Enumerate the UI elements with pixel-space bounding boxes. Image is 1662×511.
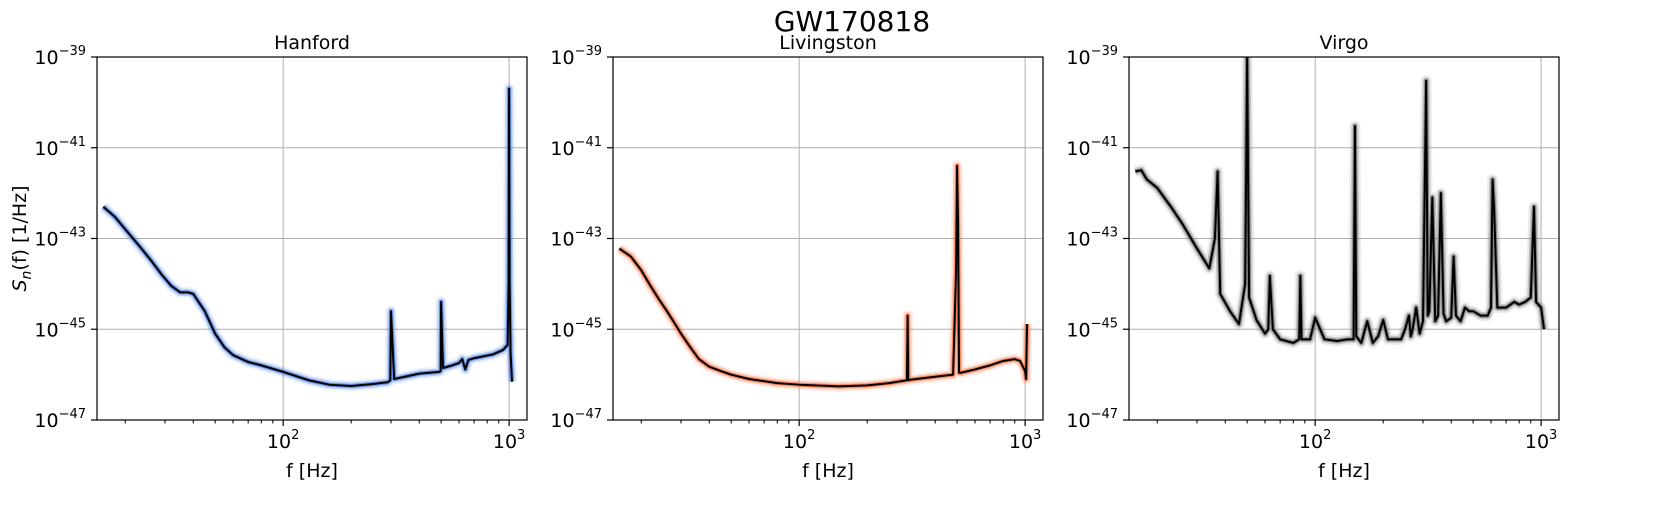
psd-band <box>99 83 518 392</box>
y-tick-label: 10−45 <box>34 316 86 341</box>
y-ticks: 10−47 10−45 10−43 10−41 10−39 <box>34 44 97 432</box>
y-ticks: 10−47 10−45 10−43 10−41 10−39 <box>1066 44 1129 432</box>
psd-band-layer <box>1134 57 1548 347</box>
psd-band-layer <box>1134 57 1550 349</box>
y-tick-label: 10−39 <box>1066 44 1118 69</box>
psd-band-layer <box>618 163 1030 389</box>
x-tick-label: 102 <box>267 428 299 453</box>
y-tick-label: 10−43 <box>34 226 86 251</box>
x-tick-label: 103 <box>1009 428 1041 453</box>
x-tick-label: 103 <box>1525 428 1557 453</box>
y-axis-label-main: S <box>9 279 31 291</box>
x-tick-label: 102 <box>783 428 815 453</box>
y-tick-label: 10−39 <box>550 44 602 69</box>
x-axis-label: f [Hz] <box>1318 460 1370 482</box>
y-axis-label-sub: n <box>19 271 35 280</box>
y-tick-label: 10−47 <box>1066 407 1118 432</box>
x-ticks: 102 103 <box>1156 420 1557 453</box>
y-ticks: 10−47 10−45 10−43 10−41 10−39 <box>550 44 613 432</box>
panel-title: Virgo <box>1319 32 1368 54</box>
y-tick-label: 10−43 <box>1066 226 1118 251</box>
psd-band-layer <box>616 160 1033 392</box>
y-tick-label: 10−43 <box>550 226 602 251</box>
psd-median-line <box>1135 57 1546 344</box>
panel-title: Livingston <box>779 32 877 54</box>
x-tick-label: 103 <box>493 428 525 453</box>
y-tick-label: 10−41 <box>1066 135 1118 160</box>
psd-band <box>616 160 1033 392</box>
psd-band-layer <box>102 86 515 389</box>
y-tick-label: 10−41 <box>550 135 602 160</box>
y-tick-label: 10−45 <box>550 316 602 341</box>
panel-virgo: 102 103 10−47 10−45 10−43 10−41 10−39 Virgo f… <box>1066 32 1560 482</box>
x-axis-label: f [Hz] <box>286 460 338 482</box>
panel-livingston: 102 103 10−47 10−45 10−43 10−41 10−39 Livings… <box>550 32 1044 482</box>
figure-title: GW170818 <box>774 5 930 38</box>
y-tick-label: 10−47 <box>550 407 602 432</box>
psd-band-layer <box>99 83 518 392</box>
y-tick-label: 10−39 <box>34 44 86 69</box>
x-ticks: 102 103 <box>124 420 525 453</box>
y-axis-label: Sn(f) [1/Hz] <box>9 185 35 291</box>
psd-median-line <box>102 87 514 388</box>
panel-hanford: 102 103 10−47 10−45 10−43 10−41 10−39 Hanford… <box>9 32 528 482</box>
y-tick-label: 10−47 <box>34 407 86 432</box>
psd-band-layer <box>101 85 516 390</box>
x-tick-label: 102 <box>1299 428 1331 453</box>
x-ticks: 102 103 <box>640 420 1041 453</box>
psd-band <box>1134 57 1550 349</box>
panel-title: Hanford <box>274 32 350 54</box>
psd-median-line <box>618 164 1029 388</box>
y-axis-label-tail: (f) [1/Hz] <box>9 185 31 270</box>
y-tick-label: 10−41 <box>34 135 86 160</box>
psd-band-layer <box>617 162 1031 390</box>
psd-band-layer <box>1134 57 1546 345</box>
y-tick-label: 10−45 <box>1066 316 1118 341</box>
x-axis-label: f [Hz] <box>802 460 854 482</box>
